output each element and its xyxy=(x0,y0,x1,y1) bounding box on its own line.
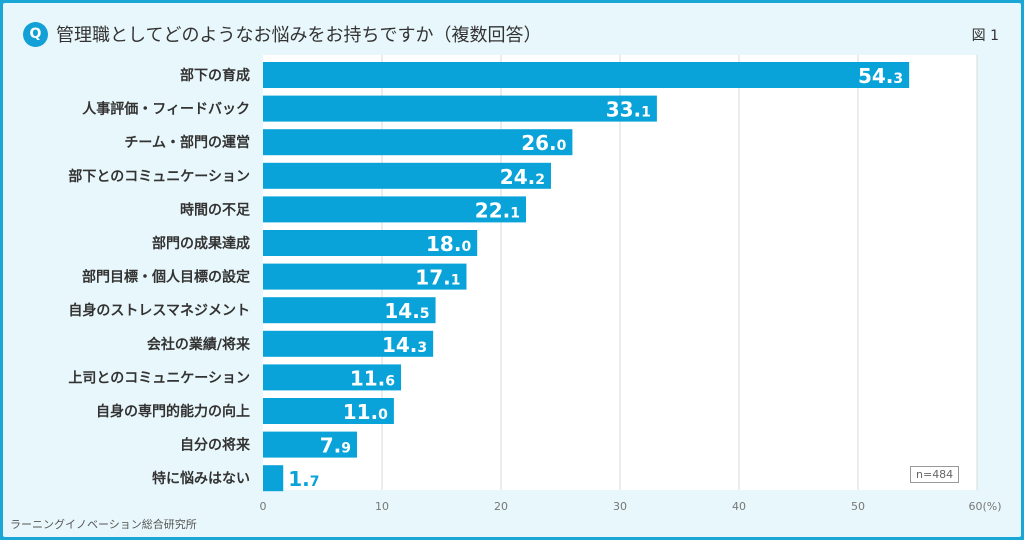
bar xyxy=(263,230,478,256)
x-tick-label: 30 xyxy=(613,500,627,513)
category-label: 自分の将来 xyxy=(180,437,251,454)
source-credit: ラーニングイノベーション総合研究所 xyxy=(10,518,197,531)
bar xyxy=(263,465,284,492)
bar xyxy=(263,162,551,189)
bar xyxy=(263,431,358,458)
value-label: 22.1 xyxy=(475,198,520,222)
sample-size: n=484 xyxy=(910,466,960,483)
value-label: 24.2 xyxy=(500,165,545,189)
category-label: チーム・部門の運営 xyxy=(124,134,250,151)
bar xyxy=(263,297,436,324)
category-label: 部下の育成 xyxy=(180,67,250,84)
bar xyxy=(263,398,394,424)
x-tick-label: 50 xyxy=(851,500,865,513)
bar xyxy=(263,129,573,156)
header: Q 管理職としてどのようなお悩みをお持ちですか（複数回答） xyxy=(23,21,541,47)
value-label: 1.7 xyxy=(288,467,319,491)
category-label: 人事評価・フィードバック xyxy=(82,101,250,118)
bar xyxy=(263,263,467,290)
category-label: 自身の専門的能力の向上 xyxy=(96,403,250,420)
bar xyxy=(263,196,526,223)
figure-label: 図 1 xyxy=(971,28,999,44)
value-label: 11.0 xyxy=(343,400,388,424)
x-tick-label: 40 xyxy=(732,500,746,513)
bar xyxy=(263,364,402,391)
category-label: 特に悩みはない xyxy=(152,470,250,487)
value-label: 54.3 xyxy=(858,64,903,88)
category-label: 部下とのコミュニケーション xyxy=(68,168,250,185)
value-label: 11.6 xyxy=(350,366,395,390)
value-label: 14.3 xyxy=(382,333,427,357)
bar xyxy=(263,62,910,88)
category-label: 上司とのコミュニケーション xyxy=(68,370,250,386)
category-label: 会社の業績/将来 xyxy=(147,336,251,353)
value-label: 17.1 xyxy=(415,266,460,290)
value-label: 18.0 xyxy=(426,232,471,256)
value-label: 33.1 xyxy=(606,98,651,122)
value-label: 26.0 xyxy=(521,131,566,155)
x-tick-label: 10 xyxy=(375,500,389,513)
chart-title: 管理職としてどのようなお悩みをお持ちですか（複数回答） xyxy=(56,25,542,46)
x-tick-label: 60(%) xyxy=(968,500,1001,513)
value-label: 7.9 xyxy=(320,434,351,458)
question-badge: Q xyxy=(23,21,48,47)
category-label: 部門の成果達成 xyxy=(152,235,250,252)
category-label: 自身のストレスマネジメント xyxy=(68,302,250,319)
x-tick-label: 0 xyxy=(260,500,267,513)
x-tick-label: 20 xyxy=(494,500,508,513)
bar xyxy=(263,330,434,357)
category-label: 部門目標・個人目標の設定 xyxy=(82,269,250,286)
value-label: 14.5 xyxy=(384,299,429,323)
category-label: 時間の不足 xyxy=(180,201,251,218)
bar xyxy=(263,95,657,122)
